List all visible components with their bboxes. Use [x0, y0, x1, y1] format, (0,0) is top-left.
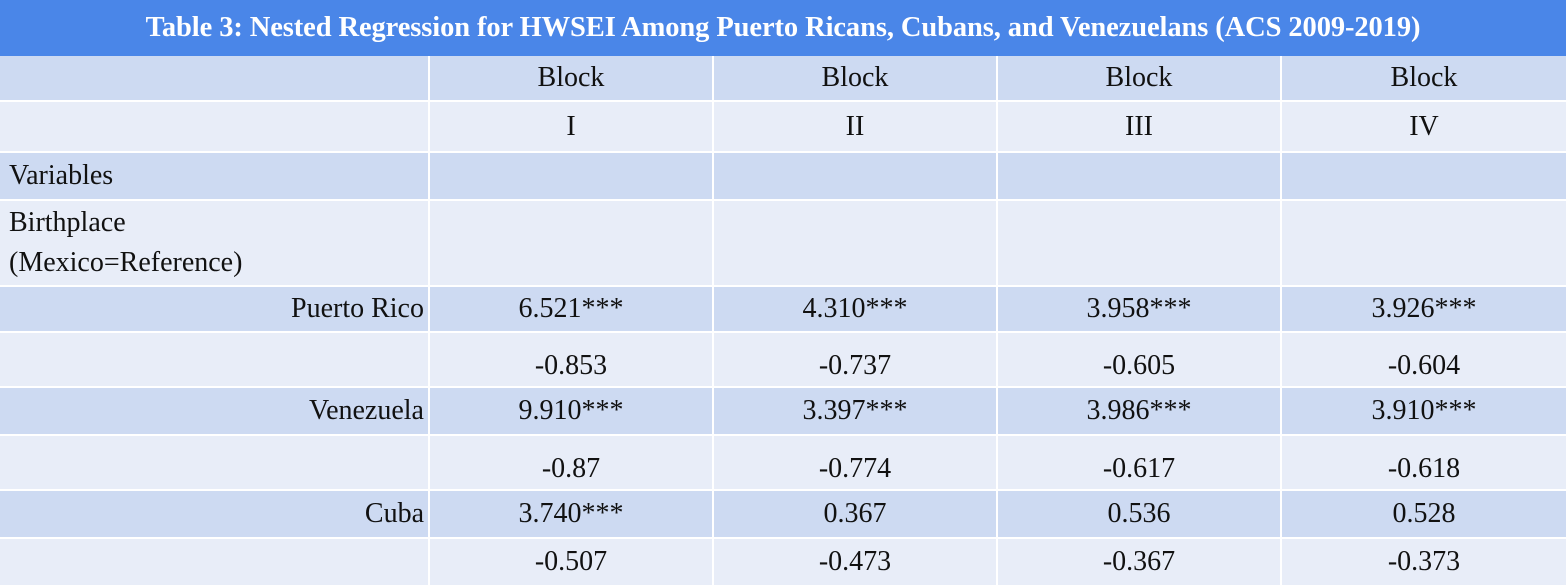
table-cell: -0.367: [997, 538, 1282, 587]
row-label-empty: [0, 332, 430, 388]
header-cell-block-3: Block: [997, 56, 1282, 102]
table-cell: 4.310***: [713, 286, 998, 333]
table-cell: 3.397***: [713, 387, 998, 436]
table-cell: -0.737: [713, 332, 998, 388]
regression-table: Block Block Block Block I II III IV Vari…: [0, 56, 1566, 587]
header-cell-empty: [0, 56, 430, 102]
table-cell: [997, 200, 1282, 287]
row-label-cuba: Cuba: [0, 490, 430, 539]
table-cell: -0.604: [1281, 332, 1566, 388]
table-cell: -0.507: [429, 538, 714, 587]
header-cell-block-4: Block: [1281, 56, 1566, 102]
table-cell: 0.528: [1281, 490, 1566, 539]
table-cell: 9.910***: [429, 387, 714, 436]
row-label-birthplace-line2: (Mexico=Reference): [9, 247, 243, 278]
table-cell: -0.373: [1281, 538, 1566, 587]
table-cell: 3.910***: [1281, 387, 1566, 436]
table-row-puerto-rico-se: -0.853 -0.737 -0.605 -0.604: [0, 332, 1566, 388]
table-row-puerto-rico-coef: Puerto Rico 6.521*** 4.310*** 3.958*** 3…: [0, 286, 1566, 333]
table-cell: 0.367: [713, 490, 998, 539]
table-title: Table 3: Nested Regression for HWSEI Amo…: [0, 0, 1566, 56]
row-label-birthplace-line1: Birthplace: [9, 207, 126, 238]
table-cell: -0.774: [713, 435, 998, 491]
table-cell: [713, 200, 998, 287]
table-cell: 3.740***: [429, 490, 714, 539]
table-cell: 3.986***: [997, 387, 1282, 436]
row-label-birthplace: Birthplace (Mexico=Reference): [0, 200, 430, 287]
table-row-cuba-coef: Cuba 3.740*** 0.367 0.536 0.528: [0, 490, 1566, 539]
table-cell: [713, 152, 998, 201]
table-cell: -0.87: [429, 435, 714, 491]
table-cell: [429, 200, 714, 287]
table-cell: 3.958***: [997, 286, 1282, 333]
header-cell-numeral-4: IV: [1281, 101, 1566, 153]
row-label-variables: Variables: [0, 152, 430, 201]
header-cell-numeral-3: III: [997, 101, 1282, 153]
row-label-venezuela: Venezuela: [0, 387, 430, 436]
table-row-cuba-se: -0.507 -0.473 -0.367 -0.373: [0, 538, 1566, 587]
table-cell: -0.473: [713, 538, 998, 587]
table-cell: 3.926***: [1281, 286, 1566, 333]
table-cell: [1281, 152, 1566, 201]
table-row-venezuela-coef: Venezuela 9.910*** 3.397*** 3.986*** 3.9…: [0, 387, 1566, 436]
table-row-birthplace: Birthplace (Mexico=Reference): [0, 200, 1566, 287]
row-label-empty: [0, 435, 430, 491]
table-cell: [997, 152, 1282, 201]
table-cell: 6.521***: [429, 286, 714, 333]
header-cell-numeral-1: I: [429, 101, 714, 153]
row-label-puerto-rico: Puerto Rico: [0, 286, 430, 333]
table-cell: -0.605: [997, 332, 1282, 388]
table-cell: -0.853: [429, 332, 714, 388]
header-cell-block-2: Block: [713, 56, 998, 102]
table-cell: [429, 152, 714, 201]
table-row-variables: Variables: [0, 152, 1566, 201]
table-cell: [1281, 200, 1566, 287]
header-row-numeral: I II III IV: [0, 101, 1566, 153]
table-cell: -0.617: [997, 435, 1282, 491]
row-label-empty: [0, 538, 430, 587]
header-cell-numeral-2: II: [713, 101, 998, 153]
table-row-venezuela-se: -0.87 -0.774 -0.617 -0.618: [0, 435, 1566, 491]
header-cell-empty: [0, 101, 430, 153]
table-cell: -0.618: [1281, 435, 1566, 491]
table-cell: 0.536: [997, 490, 1282, 539]
header-cell-block-1: Block: [429, 56, 714, 102]
header-row-block: Block Block Block Block: [0, 56, 1566, 102]
